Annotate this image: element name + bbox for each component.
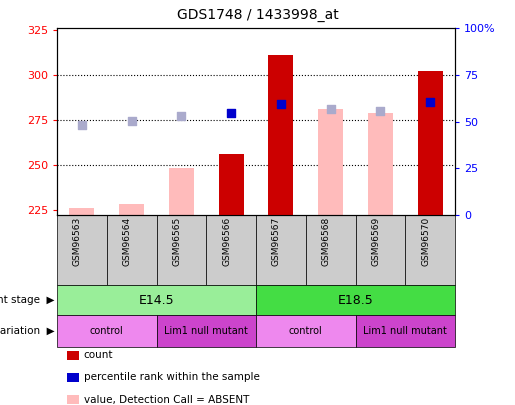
Text: E14.5: E14.5 bbox=[139, 294, 174, 307]
Text: GSM96565: GSM96565 bbox=[173, 217, 181, 266]
Text: development stage  ▶: development stage ▶ bbox=[0, 295, 55, 305]
Bar bbox=[219, 154, 244, 215]
Bar bbox=[169, 168, 194, 215]
Point bbox=[78, 122, 86, 128]
Bar bbox=[418, 71, 442, 215]
Text: control: control bbox=[289, 326, 322, 336]
Text: GSM96569: GSM96569 bbox=[371, 217, 381, 266]
Text: Lim1 null mutant: Lim1 null mutant bbox=[164, 326, 248, 336]
Bar bbox=[318, 109, 343, 215]
Point bbox=[227, 109, 235, 116]
Text: GSM96564: GSM96564 bbox=[123, 217, 132, 266]
Point bbox=[177, 113, 185, 119]
Text: E18.5: E18.5 bbox=[338, 294, 373, 307]
Text: GSM96563: GSM96563 bbox=[73, 217, 82, 266]
Bar bbox=[368, 113, 393, 215]
Text: GSM96566: GSM96566 bbox=[222, 217, 231, 266]
Text: count: count bbox=[84, 350, 113, 360]
Text: Lim1 null mutant: Lim1 null mutant bbox=[363, 326, 447, 336]
Text: GSM96570: GSM96570 bbox=[421, 217, 430, 266]
Bar bbox=[119, 204, 144, 215]
Text: value, Detection Call = ABSENT: value, Detection Call = ABSENT bbox=[84, 394, 249, 405]
Text: GSM96567: GSM96567 bbox=[272, 217, 281, 266]
Point bbox=[277, 100, 285, 107]
Text: genotype/variation  ▶: genotype/variation ▶ bbox=[0, 326, 55, 336]
Point bbox=[376, 107, 385, 114]
Text: control: control bbox=[90, 326, 124, 336]
Text: GDS1748 / 1433998_at: GDS1748 / 1433998_at bbox=[177, 8, 338, 22]
Point bbox=[426, 98, 434, 105]
Text: GSM96568: GSM96568 bbox=[322, 217, 331, 266]
Bar bbox=[70, 208, 94, 215]
Point bbox=[128, 118, 136, 125]
Point bbox=[327, 106, 335, 112]
Text: percentile rank within the sample: percentile rank within the sample bbox=[84, 372, 260, 382]
Bar bbox=[268, 55, 294, 215]
